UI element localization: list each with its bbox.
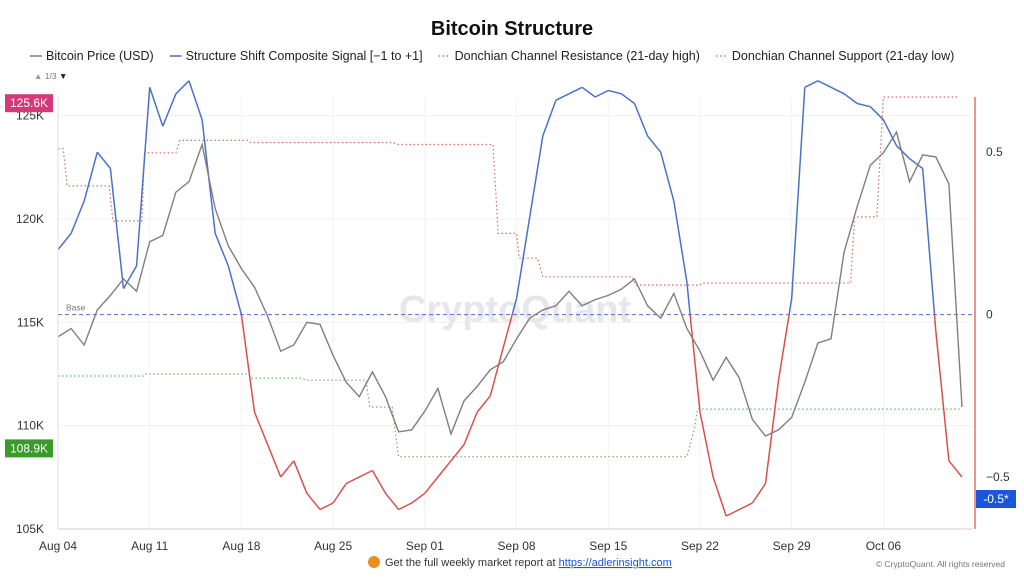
base-label: Base	[66, 303, 86, 313]
x-tick-label: Sep 22	[681, 539, 719, 553]
legend-item-resistance[interactable]: Donchian Channel Resistance (21-day high…	[455, 49, 700, 63]
badge-price_low-label: 108.9K	[10, 441, 48, 455]
x-tick-label: Sep 01	[406, 539, 444, 553]
chart-title: Bitcoin Structure	[431, 18, 593, 40]
series-layer	[57, 80, 963, 517]
grid: Base	[57, 97, 972, 530]
badge-signal_last-label: -0.5*	[983, 492, 1009, 506]
x-tick-label: Oct 06	[866, 539, 902, 553]
footer-text: Get the full weekly market report at htt…	[385, 557, 672, 569]
series-resistance	[58, 96, 960, 286]
series-price	[57, 130, 963, 437]
x-tick-label: Sep 29	[773, 539, 811, 553]
footer-dot-icon	[368, 556, 380, 568]
watermark: CryptoQuant	[399, 289, 632, 331]
series-signal-negative	[240, 314, 963, 517]
x-tick-label: Aug 25	[314, 539, 352, 553]
y-right-tick-label: −0.5	[986, 470, 1010, 484]
legend-pager[interactable]: ▲ 1/3 ▼	[34, 71, 67, 81]
badge-price_high	[5, 94, 53, 113]
y-left-tick-label: 120K	[16, 212, 44, 226]
legend: Bitcoin Price (USD) Structure Shift Compo…	[30, 49, 954, 63]
badge-price_high-label: 125.6K	[10, 96, 48, 110]
y-right-tick-label: 0	[986, 308, 993, 322]
badges: 125.6K 108.9K -0.5*	[5, 94, 1016, 509]
legend-item-signal[interactable]: Structure Shift Composite Signal [−1 to …	[186, 49, 423, 63]
y-left-tick-label: 105K	[16, 522, 44, 536]
x-tick-label: Sep 08	[498, 539, 536, 553]
badge-price_low	[5, 439, 53, 458]
x-tick-label: Aug 18	[222, 539, 260, 553]
x-tick-label: Sep 15	[589, 539, 627, 553]
y-left-tick-label: 110K	[17, 419, 44, 433]
x-tick-label: Aug 04	[39, 539, 77, 553]
y-left-tick-label: 115K	[17, 315, 44, 329]
series-support	[58, 373, 960, 458]
badge-signal_last	[976, 490, 1016, 509]
legend-item-price[interactable]: Bitcoin Price (USD)	[46, 49, 154, 63]
legend-item-support[interactable]: Donchian Channel Support (21-day low)	[732, 49, 954, 63]
copyright: © CryptoQuant. All rights reserved	[876, 559, 1005, 569]
x-tick-label: Aug 11	[131, 539, 168, 553]
y-right-tick-label: 0.5	[986, 145, 1003, 159]
